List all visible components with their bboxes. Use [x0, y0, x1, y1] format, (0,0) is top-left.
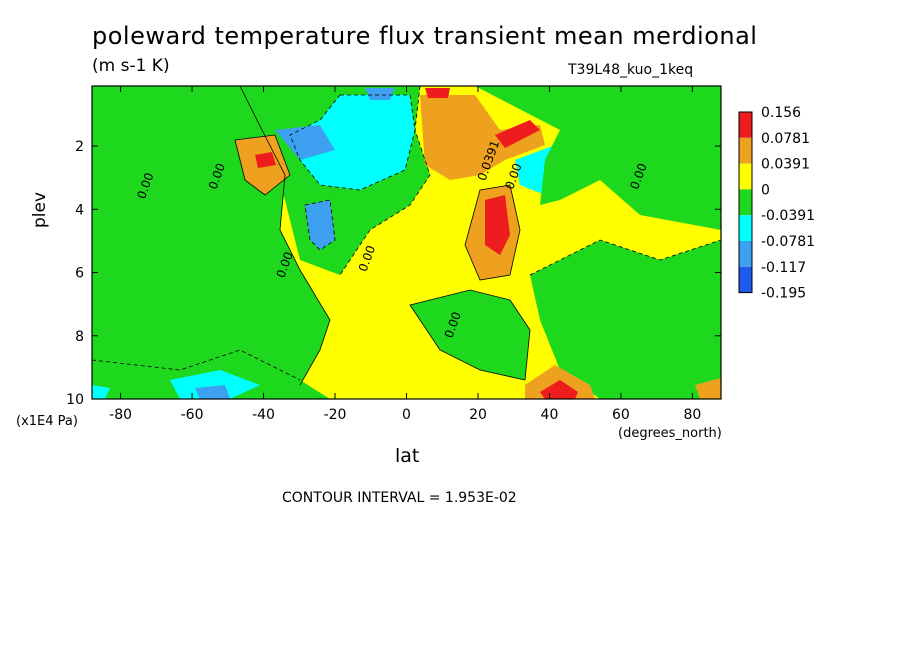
y-tick-label: 10 — [66, 392, 84, 408]
x-tick-label: 0 — [402, 407, 411, 423]
region-green-equator — [410, 290, 530, 380]
legend-level-label: 0.0391 — [761, 157, 810, 173]
legend-swatch — [739, 163, 752, 190]
contour-lines — [92, 86, 721, 386]
legend-swatch — [739, 215, 752, 241]
legend-swatch — [739, 266, 752, 293]
legend-level-label: -0.117 — [761, 260, 806, 276]
legend-swatch — [739, 137, 752, 164]
chart-units: (m s-1 K) — [92, 56, 170, 76]
x-tick-label: -80 — [109, 407, 132, 423]
region-cyan-bottom-corner — [92, 385, 110, 399]
dataset-label: T39L48_kuo_1keq — [568, 62, 694, 78]
region-red-south-upper — [255, 152, 276, 168]
region-blue-top — [365, 88, 395, 100]
legend-level-label: -0.0391 — [761, 208, 815, 224]
y-axis-unit: (x1E4 Pa) — [16, 414, 78, 429]
region-blue-upper — [275, 125, 335, 160]
region-green-north-lower — [530, 240, 721, 399]
legend-swatch — [739, 112, 752, 138]
x-tick-label: 80 — [683, 407, 701, 423]
region-cyan-bottom-left — [170, 370, 260, 399]
x-tick-label: -40 — [252, 407, 275, 423]
x-axis-label: lat — [395, 445, 420, 467]
legend-level-label: -0.195 — [761, 286, 806, 302]
region-orange-bottom-right — [695, 378, 721, 399]
legend-level-label: 0 — [761, 182, 770, 198]
y-tick-label: 4 — [75, 202, 84, 218]
legend-frame — [738, 111, 753, 294]
contour-field — [92, 86, 721, 399]
legend-swatch — [739, 241, 752, 267]
x-axis-unit: (degrees_north) — [618, 426, 722, 441]
chart-title: poleward temperature flux transient mean… — [92, 22, 758, 50]
x-tick-label: 60 — [612, 407, 630, 423]
x-tick-label: 20 — [469, 407, 487, 423]
legend-level-label: -0.0781 — [761, 234, 815, 250]
legend-swatch — [739, 189, 752, 216]
x-tick-label: -20 — [324, 407, 347, 423]
region-blue-bottom-left — [195, 385, 230, 399]
region-red-north-upper — [495, 120, 540, 148]
region-red-top — [425, 88, 450, 98]
region-orange-north-upper — [420, 95, 545, 180]
region-green-north-upper — [475, 86, 721, 230]
x-tick-label: 40 — [541, 407, 559, 423]
region-red-north-mid — [485, 195, 510, 255]
y-tick-label: 8 — [75, 329, 84, 345]
y-tick-label: 6 — [75, 266, 84, 282]
y-axis: 2 4 6 8 10 — [66, 139, 721, 408]
x-axis: -80 -60 -40 -20 0 20 40 60 80 — [109, 86, 701, 423]
contour-interval-label: CONTOUR INTERVAL = 1.953E-02 — [282, 490, 517, 506]
y-tick-label: 2 — [75, 139, 84, 155]
legend-level-label: 0.156 — [761, 105, 801, 121]
color-legend: 0.156 0.0781 0.0391 0 -0.0391 -0.0781 -0.117 -0… — [738, 105, 815, 302]
region-blue-lower — [305, 200, 335, 250]
legend-level-label: 0.0781 — [761, 131, 810, 147]
x-tick-label: -60 — [181, 407, 204, 423]
